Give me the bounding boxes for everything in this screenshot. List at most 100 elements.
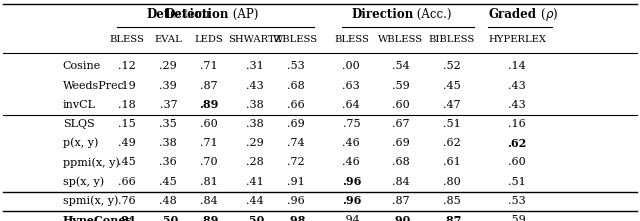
Text: .70: .70 (200, 157, 218, 168)
Text: BLESS: BLESS (109, 35, 144, 44)
Text: SLQS: SLQS (63, 119, 95, 129)
Text: .62: .62 (443, 138, 461, 148)
Text: EVAL: EVAL (154, 35, 182, 44)
Text: .54: .54 (392, 61, 410, 71)
Text: .60: .60 (508, 157, 526, 168)
Text: .62: .62 (508, 138, 527, 149)
Text: Detection: Detection (164, 8, 228, 21)
Text: LEDS: LEDS (195, 35, 223, 44)
Text: .91: .91 (287, 177, 305, 187)
Text: .81: .81 (117, 215, 136, 221)
Text: Detection: Detection (147, 8, 211, 21)
Text: spmi(x, y): spmi(x, y) (63, 196, 118, 206)
Text: .52: .52 (443, 61, 461, 71)
Text: .51: .51 (508, 177, 526, 187)
Text: .29: .29 (159, 61, 177, 71)
Text: ppmi(x, y): ppmi(x, y) (63, 157, 120, 168)
Text: .64: .64 (342, 100, 360, 110)
Text: p(x, y): p(x, y) (63, 138, 98, 149)
Text: WBLESS: WBLESS (273, 35, 318, 44)
Text: .43: .43 (508, 100, 526, 110)
Text: .47: .47 (443, 100, 461, 110)
Text: .69: .69 (392, 138, 410, 148)
Text: .84: .84 (392, 177, 410, 187)
Text: .45: .45 (159, 177, 177, 187)
Text: .89: .89 (199, 215, 218, 221)
Text: .98: .98 (286, 215, 305, 221)
Text: .80: .80 (443, 177, 461, 187)
Text: .71: .71 (200, 138, 218, 148)
Text: .36: .36 (159, 157, 177, 168)
Text: .53: .53 (287, 61, 305, 71)
Text: (Acc.): (Acc.) (413, 8, 452, 21)
Text: .96: .96 (342, 176, 361, 187)
Text: ($\rho$): ($\rho$) (537, 6, 558, 23)
Text: .19: .19 (118, 80, 136, 91)
Text: .87: .87 (392, 196, 410, 206)
Text: .46: .46 (342, 138, 360, 148)
Text: .61: .61 (443, 157, 461, 168)
Text: .89: .89 (199, 99, 218, 110)
Text: .41: .41 (246, 177, 264, 187)
Text: .63: .63 (342, 80, 360, 91)
Text: .81: .81 (200, 177, 218, 187)
Text: .66: .66 (287, 100, 305, 110)
Text: .45: .45 (118, 157, 136, 168)
Text: .94: .94 (342, 215, 360, 221)
Text: Graded: Graded (489, 8, 537, 21)
Text: .29: .29 (246, 138, 264, 148)
Text: .96: .96 (287, 196, 305, 206)
Text: .44: .44 (246, 196, 264, 206)
Text: BIBLESS: BIBLESS (429, 35, 475, 44)
Text: .46: .46 (342, 157, 360, 168)
Text: .90: .90 (391, 215, 410, 221)
Text: .67: .67 (392, 119, 410, 129)
Text: .43: .43 (508, 80, 526, 91)
Text: .50: .50 (245, 215, 264, 221)
Text: .15: .15 (118, 119, 136, 129)
Text: SHWARTZ: SHWARTZ (228, 35, 282, 44)
Text: .68: .68 (287, 80, 305, 91)
Text: .66: .66 (118, 177, 136, 187)
Text: .28: .28 (246, 157, 264, 168)
Text: Direction: Direction (351, 8, 413, 21)
Text: .72: .72 (287, 157, 305, 168)
Text: Detection (AP): Detection (AP) (168, 8, 255, 21)
Text: (AP): (AP) (228, 8, 258, 21)
Text: .48: .48 (159, 196, 177, 206)
Text: sp(x, y): sp(x, y) (63, 176, 104, 187)
Text: .96: .96 (342, 195, 361, 206)
Text: .87: .87 (200, 80, 218, 91)
Text: invCL: invCL (63, 100, 96, 110)
Text: .35: .35 (159, 119, 177, 129)
Text: .60: .60 (200, 119, 218, 129)
Text: .68: .68 (392, 157, 410, 168)
Text: .59: .59 (508, 215, 526, 221)
Text: BLESS: BLESS (334, 35, 369, 44)
Text: .39: .39 (159, 80, 177, 91)
Text: .43: .43 (246, 80, 264, 91)
Text: .49: .49 (118, 138, 136, 148)
Text: .14: .14 (508, 61, 526, 71)
Text: .31: .31 (246, 61, 264, 71)
Text: WBLESS: WBLESS (378, 35, 423, 44)
Text: HypeCones: HypeCones (63, 215, 132, 221)
Text: .69: .69 (287, 119, 305, 129)
Text: .50: .50 (159, 215, 178, 221)
Text: .16: .16 (508, 119, 526, 129)
Text: WeedsPrec: WeedsPrec (63, 80, 125, 91)
Text: .12: .12 (118, 61, 136, 71)
Text: .60: .60 (392, 100, 410, 110)
Text: HYPERLEX: HYPERLEX (488, 35, 546, 44)
Text: .87: .87 (442, 215, 461, 221)
Text: .51: .51 (443, 119, 461, 129)
Text: .75: .75 (342, 119, 360, 129)
Text: .38: .38 (246, 119, 264, 129)
Text: .85: .85 (443, 196, 461, 206)
Text: .59: .59 (392, 80, 410, 91)
Text: .37: .37 (159, 100, 177, 110)
Text: .71: .71 (200, 61, 218, 71)
Text: .45: .45 (443, 80, 461, 91)
Text: .53: .53 (508, 196, 526, 206)
Text: .74: .74 (287, 138, 305, 148)
